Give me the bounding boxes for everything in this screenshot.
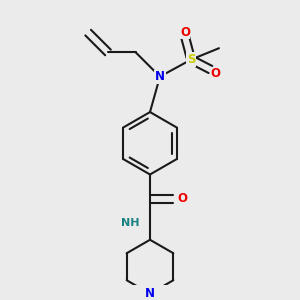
Text: N: N bbox=[145, 287, 155, 300]
Text: O: O bbox=[180, 26, 190, 38]
Text: O: O bbox=[177, 192, 188, 205]
Text: NH: NH bbox=[121, 218, 139, 228]
Text: N: N bbox=[155, 70, 165, 83]
Text: S: S bbox=[187, 53, 195, 66]
Text: O: O bbox=[211, 67, 220, 80]
